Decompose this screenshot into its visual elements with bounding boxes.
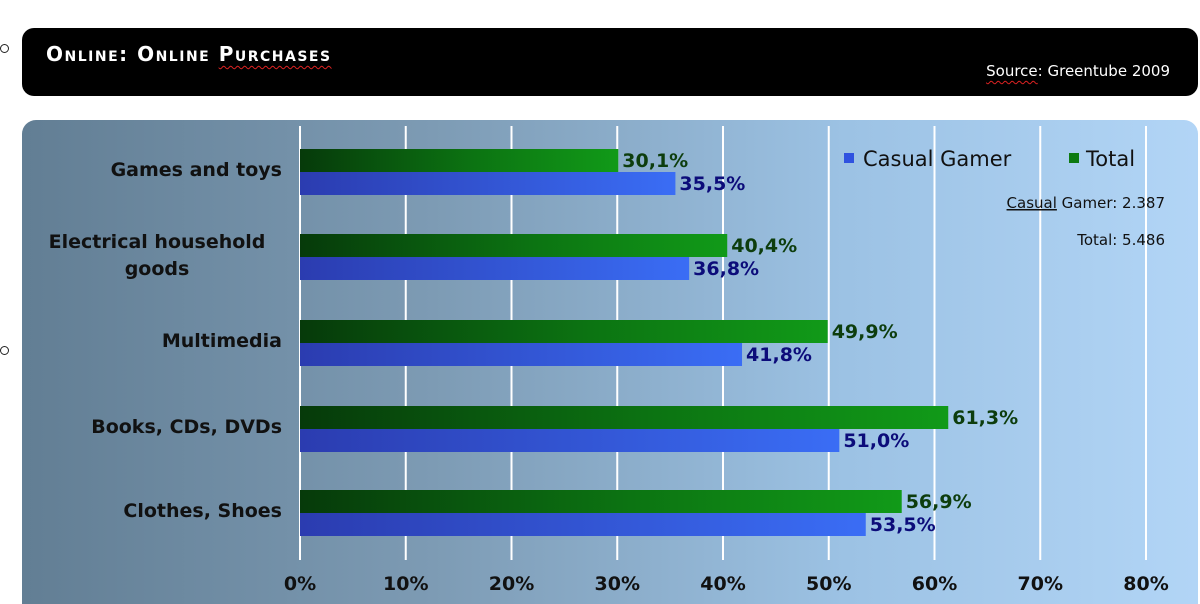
page-title: Online: Online Purchases (46, 42, 332, 66)
category-label-line: Games and toys (111, 159, 282, 181)
data-label-casual-gamer: 51,0% (843, 430, 909, 452)
title-bar: Online: Online Purchases Source: Greentu… (22, 28, 1198, 96)
bar-casual-gamer (300, 343, 743, 366)
list-bullet (0, 44, 9, 53)
category-label-line: Electrical household (49, 231, 266, 253)
data-label-casual-gamer: 53,5% (870, 514, 936, 536)
title-text: Online: Online (46, 42, 219, 66)
bar-total (300, 149, 619, 172)
data-label-casual-gamer: 41,8% (746, 344, 812, 366)
data-label-total: 40,4% (731, 235, 797, 257)
legend-swatch-casual-gamer (844, 153, 854, 163)
bar-total (300, 320, 828, 343)
casual-gamer-count: Casual Gamer: 2.387 (1007, 194, 1165, 212)
chart-panel: 30,1% 35,5% 40,4% 36,8% 49,9% 41,8% 61,3% 51,0%… (22, 120, 1198, 604)
x-tick-label: 80% (1123, 573, 1168, 595)
category-label: Electrical household goods (49, 231, 266, 280)
bar-chart: 30,1%35,5% 40,4%36,8% 49,9% 41,8% 61,3% 51,0%… (49, 126, 1169, 595)
legend-label-total: Total (1085, 147, 1135, 171)
x-tick-label: 40% (700, 573, 745, 595)
source-note: Source: Greentube 2009 (986, 62, 1170, 80)
category-label: Games and toys (111, 159, 282, 181)
bar-casual-gamer (300, 429, 840, 452)
x-tick-label: 50% (806, 573, 851, 595)
category-label: Multimedia (162, 330, 282, 352)
bar-total (300, 234, 728, 257)
category-label-line: Multimedia (162, 330, 282, 352)
x-tick-label: 0% (284, 573, 316, 595)
title-text-underlined: Purchases (218, 42, 332, 66)
x-tick-label: 70% (1018, 573, 1063, 595)
x-tick-label: 30% (595, 573, 640, 595)
bar-casual-gamer (300, 257, 690, 280)
legend-swatch-total (1069, 153, 1079, 163)
data-label-total: 56,9% (906, 491, 972, 513)
category-label: Books, CDs, DVDs (91, 416, 282, 438)
category-label: Clothes, Shoes (123, 500, 282, 522)
bar-total (300, 406, 949, 429)
legend-label-casual-gamer: Casual Gamer (863, 147, 1012, 171)
data-label-total: 30,1% (622, 150, 688, 172)
x-tick-label: 10% (383, 573, 428, 595)
source-rest: : Greentube 2009 (1037, 62, 1170, 80)
total-count: Total: 5.486 (1076, 231, 1165, 249)
bar-casual-gamer (300, 172, 676, 195)
category-label-line: Books, CDs, DVDs (91, 416, 282, 438)
casual-count-rest: Gamer: 2.387 (1057, 194, 1165, 212)
list-bullet (0, 346, 9, 355)
data-label-casual-gamer: 35,5% (679, 173, 745, 195)
source-word: Source (986, 62, 1038, 80)
x-tick-label: 60% (912, 573, 957, 595)
category-label-line: Clothes, Shoes (123, 500, 282, 522)
bar-casual-gamer (300, 513, 866, 536)
category-label-line: goods (125, 258, 190, 280)
casual-word: Casual (1007, 194, 1057, 212)
x-tick-label: 20% (489, 573, 534, 595)
data-label-casual-gamer: 36,8% (693, 258, 759, 280)
data-label-total: 61,3% (952, 407, 1018, 429)
data-label-total: 49,9% (832, 321, 898, 343)
bar-total (300, 490, 902, 513)
